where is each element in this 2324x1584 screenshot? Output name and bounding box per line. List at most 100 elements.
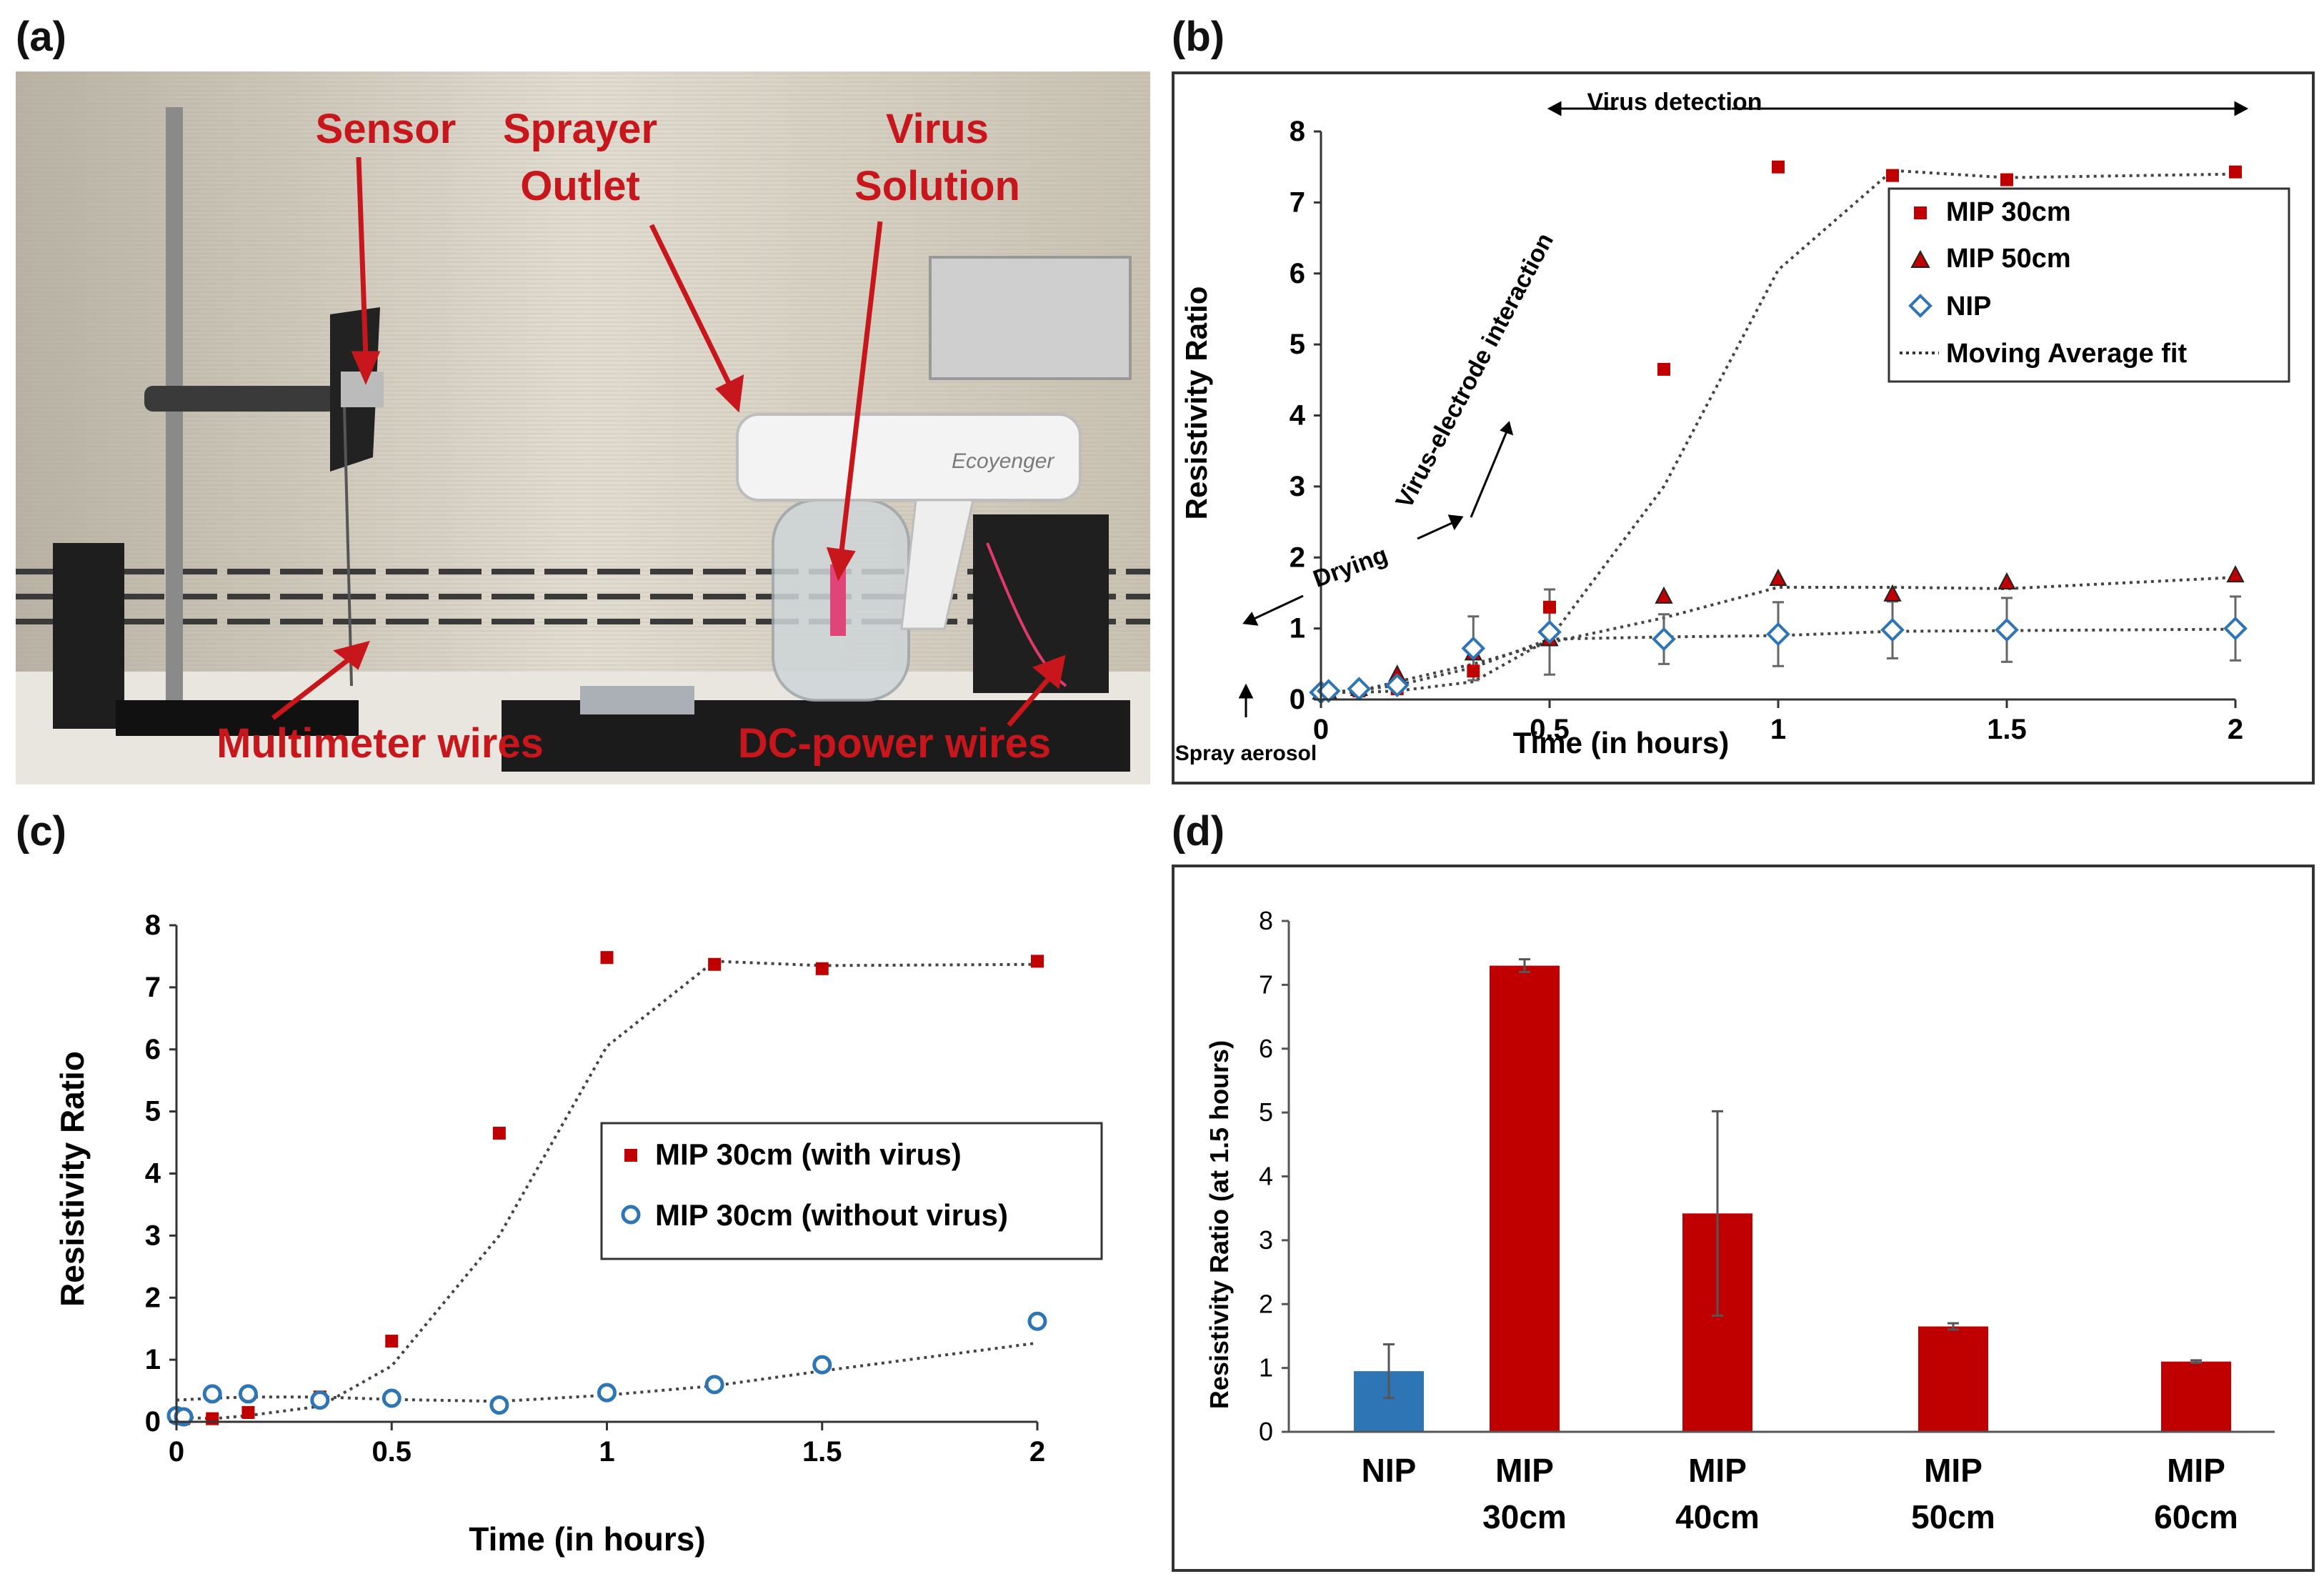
b-ytick-label: 4: [1290, 400, 1306, 432]
c-point-mip-30cm-without-virus-: [489, 1395, 509, 1415]
d-ytick-label: 4: [1259, 1162, 1273, 1191]
c-ytick-label: 8: [145, 910, 161, 941]
c-point-mip-30cm-without-virus-: [597, 1383, 617, 1403]
c-point-mip-30cm-without-virus-: [1027, 1311, 1047, 1331]
panel-d-letter: (d): [1172, 808, 1225, 855]
photo-arrows: [271, 156, 1066, 727]
c-xtick-label: 0.5: [371, 1436, 412, 1468]
d-bar: [2161, 1361, 2231, 1432]
legend-marker-with-virus: [624, 1149, 637, 1162]
label-dcpower: DC-power wires: [738, 720, 1051, 767]
photo-illustration: Ecoyenger Sensor Sprayer Outlet Virus So…: [16, 71, 1150, 784]
legend-label-with-virus: MIP 30cm (with virus): [655, 1137, 962, 1171]
b-fit-line: [1320, 627, 2236, 694]
panel-b-letter: (b): [1172, 14, 1225, 60]
d-category-label: MIP: [1495, 1452, 1554, 1489]
c-xtick-label: 1.5: [802, 1436, 842, 1468]
b-xtick-label: 0.5: [1530, 714, 1570, 745]
d-category-label: NIP: [1362, 1452, 1417, 1489]
label-virus-1: Virus: [886, 106, 989, 152]
c-xtick-label: 1: [599, 1436, 614, 1468]
d-category-label: MIP: [1924, 1452, 1983, 1489]
wall-outlet: [929, 256, 1132, 380]
c-point-mip-30cm-without-virus-: [310, 1390, 330, 1410]
b-point-mip-50cm: [2226, 564, 2245, 583]
c-ytick-label: 6: [145, 1034, 161, 1065]
label-multimeter: Multimeter wires: [216, 720, 544, 767]
d-ytick-label: 3: [1259, 1225, 1273, 1255]
chart-d: 0 1 2 3 4 5 6 7 8 NIP MIP 30cm MIP 40cm MIP 50cm MIP 60cm…: [1205, 906, 2275, 1535]
d-bar: [1918, 1326, 1988, 1432]
label-sprayer-1: Sprayer: [503, 106, 657, 152]
d-ylabel: Resistivity Ratio (at 1.5 hours): [1205, 1040, 1234, 1409]
sensor-chip: [341, 372, 384, 407]
d-category-label: 30cm: [1482, 1498, 1567, 1535]
legend-marker-nip: [1908, 294, 1932, 318]
b-point-mip-30cm: [2229, 165, 2242, 179]
b-point-nip: [1537, 619, 1562, 644]
d-ytick-label: 6: [1259, 1034, 1273, 1063]
legend-label-mip30: MIP 30cm: [1946, 197, 2071, 227]
b-ytick-label: 1: [1290, 613, 1305, 644]
power-supply: [973, 514, 1109, 693]
annotation-arrows: [1238, 101, 2249, 717]
b-point-mip-50cm: [1998, 572, 2016, 590]
b-point-mip-30cm: [1543, 600, 1556, 614]
b-point-mip-30cm: [1886, 169, 1899, 182]
c-point-mip-30cm-with-virus-: [600, 951, 614, 965]
scale: [580, 686, 694, 714]
d-ytick-label: 7: [1259, 970, 1273, 999]
b-ytick-label: 0: [1290, 684, 1305, 715]
legend-label-without-virus: MIP 30cm (without virus): [655, 1198, 1008, 1232]
d-ytick-label: 5: [1259, 1097, 1273, 1127]
chart-c: 0 1 2 3 4 5 6 7 8 0 0.5 1 1.5 2 MIP 30cm (with virus)…: [54, 910, 1103, 1558]
d-ytick-label: 2: [1259, 1289, 1273, 1318]
b-xtick-label: 2: [2228, 714, 2243, 745]
d-category-label: MIP: [1688, 1452, 1747, 1489]
c-point-mip-30cm-without-virus-: [812, 1355, 832, 1375]
annot-spray: Spray aerosol: [1175, 742, 1317, 765]
label-sprayer-2: Outlet: [520, 163, 640, 209]
stand-base: [53, 543, 124, 729]
c-point-mip-30cm-without-virus-: [202, 1384, 222, 1404]
c-xtick-label: 0: [169, 1436, 184, 1468]
virus-vial: [830, 564, 846, 636]
c-point-mip-30cm-with-virus-: [492, 1127, 506, 1140]
c-point-mip-30cm-with-virus-: [708, 957, 722, 971]
c-point-mip-30cm-without-virus-: [704, 1375, 724, 1395]
c-point-mip-30cm-without-virus-: [238, 1384, 258, 1404]
d-category-label: 40cm: [1675, 1498, 1760, 1535]
stand-rod: [166, 107, 183, 722]
c-point-mip-30cm-with-virus-: [385, 1335, 399, 1348]
b-ytick-label: 5: [1290, 329, 1305, 360]
d-category-label: 60cm: [2154, 1498, 2238, 1535]
b-point-mip-30cm: [2000, 173, 2013, 186]
legend-c: MIP 30cm (with virus) MIP 30cm (without …: [600, 1122, 1103, 1260]
c-ylabel: Resistivity Ratio: [54, 1051, 91, 1307]
c-ytick-label: 1: [145, 1344, 161, 1375]
annot-interaction: Virus-electrode interaction: [1391, 229, 1560, 513]
clamp-arm: [144, 386, 337, 412]
b-ytick-label: 3: [1290, 471, 1305, 502]
c-point-mip-30cm-without-virus-: [381, 1388, 402, 1408]
multimeter-probes: [116, 700, 359, 736]
c-point-mip-30cm-with-virus-: [1031, 955, 1044, 968]
c-fit-line: [176, 1341, 1038, 1403]
b-point-mip-50cm: [1769, 568, 1787, 587]
legend-marker-mip30: [1914, 206, 1927, 219]
c-ytick-label: 4: [145, 1158, 161, 1190]
d-category-label: MIP: [2167, 1452, 2225, 1489]
b-point-mip-50cm: [1655, 586, 1673, 604]
c-ytick-label: 7: [145, 972, 161, 1003]
panel-a-letter: (a): [16, 14, 66, 60]
panel-a-photo: Ecoyenger Sensor Sprayer Outlet Virus So…: [16, 71, 1150, 784]
sprayer-brand: Ecoyenger: [952, 449, 1054, 473]
legend-marker-mip50: [1910, 249, 1930, 268]
b-ytick-label: 7: [1290, 186, 1305, 218]
b-ylabel: Resistivity Ratio: [1180, 287, 1213, 520]
legend-b: MIP 30cm MIP 50cm NIP Moving Average fit: [1887, 187, 2290, 383]
d-ytick-label: 0: [1259, 1417, 1273, 1446]
b-point-mip-30cm: [1772, 160, 1785, 174]
b-xtick-label: 0: [1313, 714, 1329, 745]
